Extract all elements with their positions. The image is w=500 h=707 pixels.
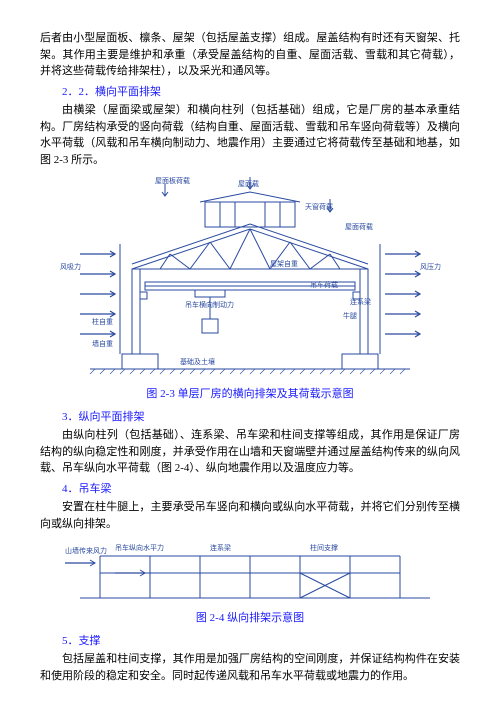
figure-2-4-caption: 图 2-4 纵向排架示意图: [40, 610, 460, 627]
section-2-2-head: 2．2．横向平面排架: [40, 84, 460, 101]
label-col-self: 柱自重: [92, 317, 113, 326]
section-5-body: 包括屋盖和柱间支撑，其作用是加强厂房结构的空间刚度，并保证结构构件在安装和使用阶…: [40, 651, 460, 684]
label-brace: 柱间支撑: [310, 543, 338, 552]
label-wall-self: 墙自重: [92, 339, 113, 348]
label-crane-h: 吊车纵向水平力: [115, 543, 164, 552]
label-roof-live: 屋面载: [238, 179, 259, 188]
label-roof-deck: 屋面板荷载: [155, 176, 190, 185]
label-skylight: 天窗荷载: [305, 202, 333, 211]
figure-2-3-caption: 图 2-3 单层厂房的横向排架及其荷载示意图: [40, 386, 460, 403]
section-4-head: 4．吊车梁: [40, 481, 460, 498]
section-5-head: 5．支撑: [40, 633, 460, 650]
label-roof-truss: 屋面荷载: [345, 222, 373, 231]
section-3-body: 由纵向柱列（包括基础）、连系梁、吊车梁和柱间支撑等组成，其作用是保证厂房结构的纵…: [40, 427, 460, 477]
label-gable-wind: 山墙传来风力: [65, 546, 107, 555]
label-foundation: 基础及土壤: [180, 357, 215, 366]
label-wind-right: 风压力: [420, 262, 441, 271]
label-tie: 连系梁: [210, 543, 231, 552]
section-2-2-body: 由横梁（屋面梁或屋架）和横向柱列（包括基础）组成，它是厂房的基本承重结构。厂房结…: [40, 102, 460, 168]
label-tie-beam: 连系梁: [350, 297, 371, 306]
intro-paragraph: 后者由小型屋面板、檩条、屋架（包括屋盖支撑）组成。屋盖结构有时还有天窗架、托架。…: [40, 30, 460, 80]
section-4-body: 安置在柱牛腿上，主要承受吊车竖向和横向或纵向水平荷载，并将它们分别传至横向或纵向…: [40, 499, 460, 532]
label-wind-left: 风吸力: [60, 262, 81, 271]
figure-2-3: 屋面板荷载 屋面载 天窗荷载 屋面荷载 风吸力 风压力 屋架自重 吊车荷载 吊车…: [40, 174, 460, 403]
label-niugui: 牛腿: [343, 311, 357, 320]
label-truss-self: 屋架自重: [270, 259, 298, 268]
figure-2-4: 山墙传来风力 吊车纵向水平力 连系梁 柱间支撑 图 2-4 纵向排架示意图: [40, 538, 460, 627]
label-crane-load: 吊车荷载: [310, 280, 338, 289]
label-crane-brake: 吊车横向制动力: [185, 300, 234, 309]
section-3-head: 3．纵向平面排架: [40, 409, 460, 426]
